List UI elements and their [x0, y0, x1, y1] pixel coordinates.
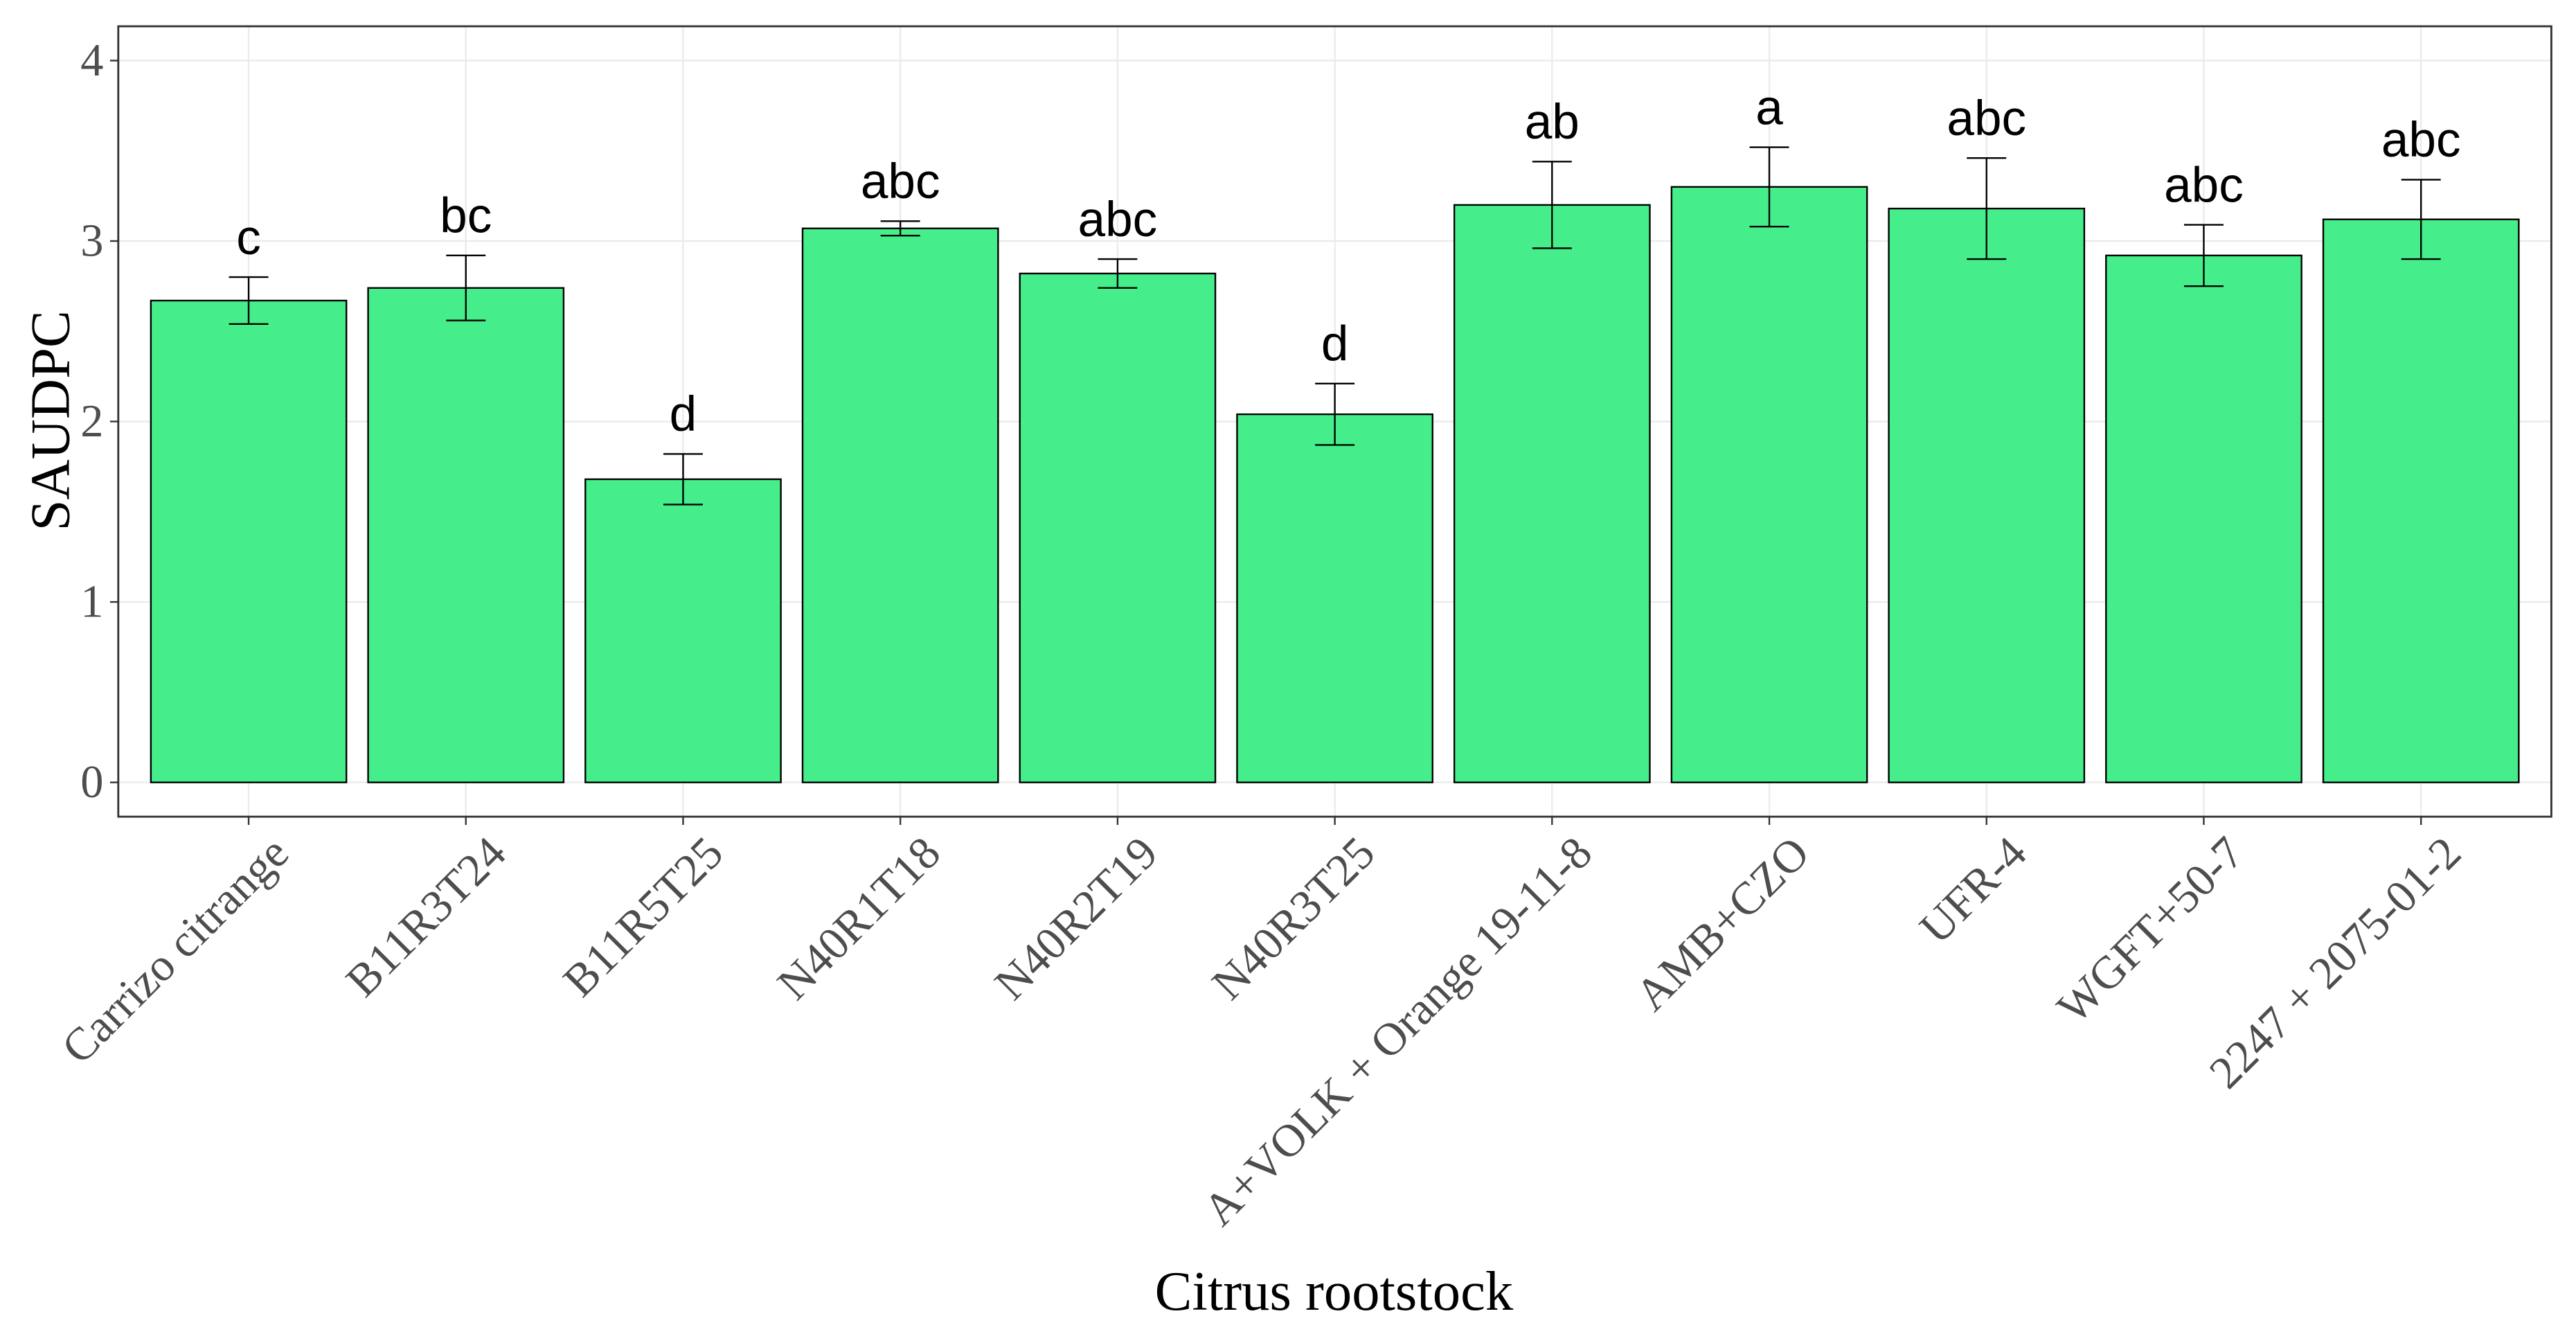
significance-letter: a: [1755, 80, 1783, 135]
significance-letter: d: [1321, 317, 1349, 372]
x-axis-title: Citrus rootstock: [1155, 1261, 1514, 1322]
significance-letter: d: [670, 387, 697, 442]
bar: [1888, 207, 2086, 783]
significance-letter: abc: [2164, 158, 2244, 213]
x-tick-label: N40R1T18: [768, 828, 950, 1010]
significance-letter: bc: [440, 189, 492, 244]
significance-letter: abc: [2381, 113, 2461, 168]
bar: [2105, 254, 2302, 783]
bar: [1019, 272, 1217, 783]
bar: [2322, 218, 2520, 783]
bar: [1236, 413, 1433, 783]
x-tick-label: N40R2T19: [985, 828, 1168, 1010]
bar: [1670, 186, 1868, 783]
x-tick-label: B11R5T25: [554, 828, 733, 1007]
y-tick-label: 0: [80, 757, 103, 808]
significance-letter: abc: [1947, 91, 2026, 146]
x-tick-label: WGFT+50-7: [2048, 828, 2253, 1033]
x-tick-label: AMB+CZO: [1626, 828, 1819, 1021]
x-tick-label: B11R3T24: [337, 828, 516, 1007]
significance-letter: abc: [861, 154, 940, 209]
plot-border: [117, 25, 2552, 818]
y-tick-label: 4: [80, 35, 103, 86]
x-tick-label: N40R3T25: [1203, 828, 1385, 1010]
bar: [1453, 204, 1651, 783]
bar: [367, 287, 565, 783]
bar: [584, 478, 782, 783]
y-tick-label: 2: [80, 396, 103, 447]
significance-letter: ab: [1525, 95, 1580, 150]
y-axis-title: SAUDPC: [20, 310, 82, 531]
x-tick-label: A+VOLK + Orange 19-11-8: [1194, 828, 1602, 1236]
y-tick-label: 1: [80, 577, 103, 628]
significance-letter: c: [236, 211, 261, 265]
bar: [801, 227, 999, 783]
y-tick-label: 3: [80, 215, 103, 266]
bar: [150, 299, 348, 783]
significance-letter: abc: [1078, 193, 1158, 247]
x-tick-label: Carrizo citrange: [53, 828, 298, 1074]
x-tick-label: UFR-4: [1911, 828, 2037, 954]
